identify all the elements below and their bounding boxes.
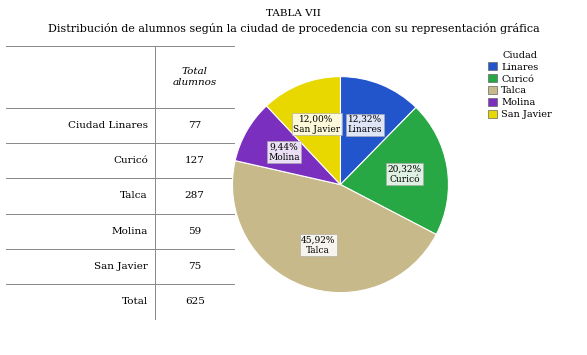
Text: Talca: Talca — [120, 191, 148, 201]
Text: Total: Total — [122, 297, 148, 306]
Text: 77: 77 — [188, 121, 201, 130]
Text: 9,44%
Molina: 9,44% Molina — [268, 143, 300, 162]
Wedge shape — [340, 77, 416, 185]
Text: Ciudad Linares: Ciudad Linares — [68, 121, 148, 130]
Wedge shape — [235, 106, 340, 185]
Text: 625: 625 — [185, 297, 205, 306]
Text: 287: 287 — [185, 191, 205, 201]
Text: TABLA VII: TABLA VII — [266, 9, 321, 18]
Text: Molina: Molina — [112, 227, 148, 236]
Wedge shape — [266, 77, 340, 185]
Text: San Javier: San Javier — [94, 262, 148, 271]
Text: 127: 127 — [185, 156, 205, 165]
Wedge shape — [340, 107, 448, 235]
Text: 12,00%
San Javier: 12,00% San Javier — [293, 115, 340, 134]
Text: 12,32%
Linares: 12,32% Linares — [348, 115, 382, 134]
Text: 45,92%
Talca: 45,92% Talca — [301, 236, 335, 255]
Legend: Linares, Curicó, Talca, Molina, San Javier: Linares, Curicó, Talca, Molina, San Javi… — [485, 49, 554, 121]
Text: Distribución de alumnos según la ciudad de procedencia con su representación grá: Distribución de alumnos según la ciudad … — [48, 23, 539, 34]
Text: 59: 59 — [188, 227, 201, 236]
Text: Curicó: Curicó — [113, 156, 148, 165]
Text: Total
alumnos: Total alumnos — [173, 67, 217, 87]
Text: 20,32%
Curicó: 20,32% Curicó — [387, 165, 421, 184]
Text: 75: 75 — [188, 262, 201, 271]
Wedge shape — [232, 161, 436, 293]
